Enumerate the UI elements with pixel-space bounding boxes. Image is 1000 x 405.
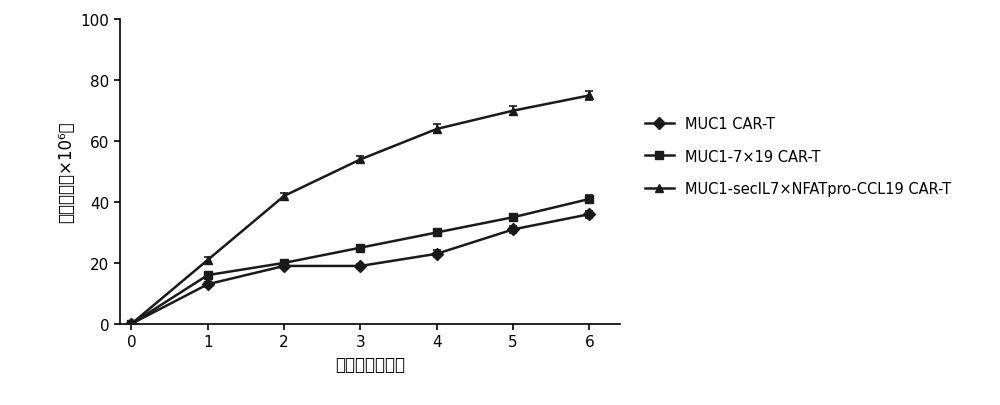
MUC1-secIL7×NFATpro-CCL19 CAR-T [583,94,595,99]
MUC1-secIL7×NFATpro-CCL19 CAR-T [507,109,519,114]
MUC1-secIL7×NFATpro-CCL19 CAR-T [202,258,214,263]
Line: MUC1 CAR-T: MUC1 CAR-T [127,211,594,328]
MUC1-7×19 CAR-T [278,261,290,266]
Legend: MUC1 CAR-T, MUC1-7×19 CAR-T, MUC1-secIL7×NFATpro-CCL19 CAR-T: MUC1 CAR-T, MUC1-7×19 CAR-T, MUC1-secIL7… [637,110,959,204]
MUC1 CAR-T [202,282,214,287]
MUC1-7×19 CAR-T [431,230,443,235]
MUC1-7×19 CAR-T [354,245,366,250]
MUC1-secIL7×NFATpro-CCL19 CAR-T [354,158,366,162]
MUC1-7×19 CAR-T [507,215,519,220]
MUC1-secIL7×NFATpro-CCL19 CAR-T [278,194,290,199]
Line: MUC1-secIL7×NFATpro-CCL19 CAR-T: MUC1-secIL7×NFATpro-CCL19 CAR-T [127,92,594,328]
MUC1 CAR-T [583,212,595,217]
MUC1 CAR-T [507,228,519,232]
MUC1-7×19 CAR-T [125,322,137,326]
Line: MUC1-7×19 CAR-T: MUC1-7×19 CAR-T [127,195,594,328]
Y-axis label: 细胞数量（×10⁶）: 细胞数量（×10⁶） [57,122,75,223]
MUC1 CAR-T [354,264,366,269]
MUC1 CAR-T [431,252,443,257]
MUC1-secIL7×NFATpro-CCL19 CAR-T [431,127,443,132]
MUC1 CAR-T [125,322,137,326]
MUC1-secIL7×NFATpro-CCL19 CAR-T [125,322,137,326]
MUC1-7×19 CAR-T [583,197,595,202]
MUC1 CAR-T [278,264,290,269]
MUC1-7×19 CAR-T [202,273,214,278]
X-axis label: 培养时间（天）: 培养时间（天） [335,355,405,373]
